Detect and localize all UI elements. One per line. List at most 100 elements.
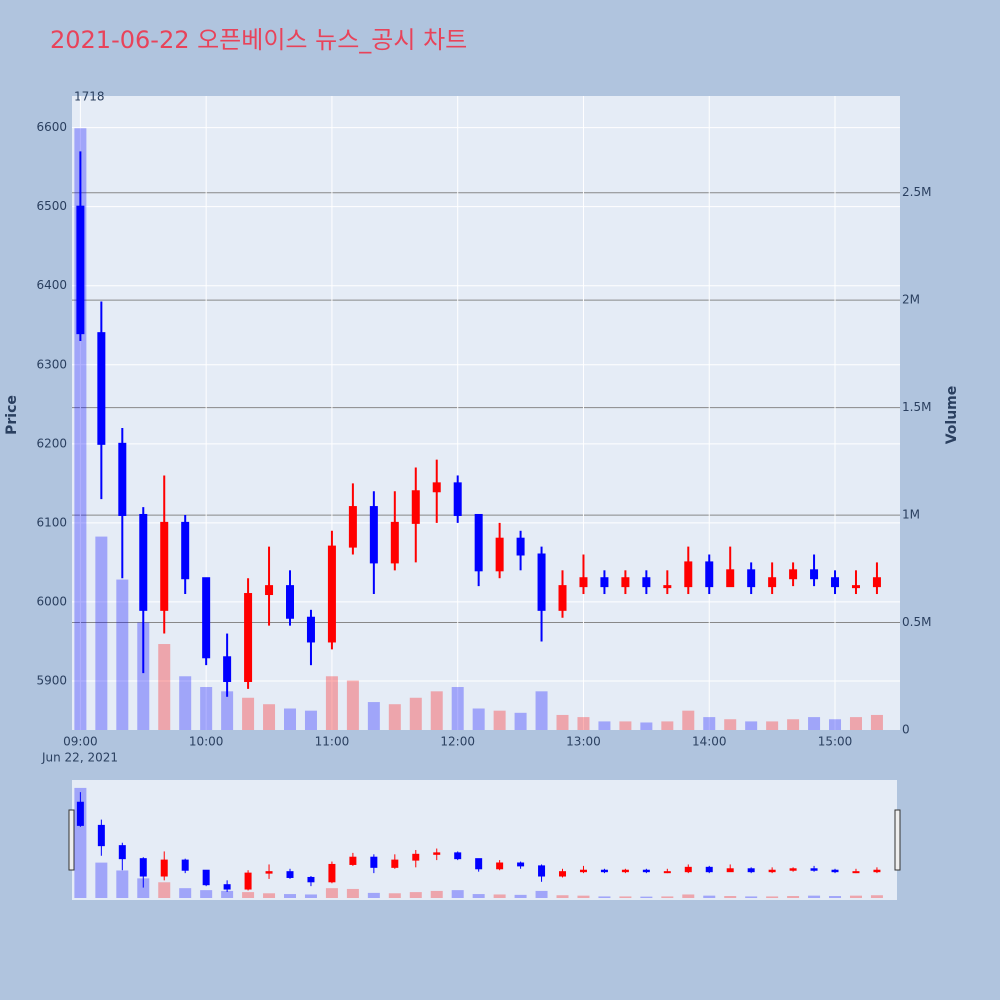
y-tick-label: 6400 bbox=[36, 278, 67, 292]
volume-bar bbox=[808, 717, 821, 730]
volume-bar bbox=[808, 895, 821, 898]
volume-bar bbox=[640, 722, 653, 730]
candle-body bbox=[516, 537, 525, 556]
x-tick-label: 13:00 bbox=[566, 735, 601, 749]
candle-body bbox=[831, 869, 839, 873]
candle-body bbox=[76, 205, 85, 335]
volume-bar bbox=[179, 676, 192, 730]
volume-bar bbox=[640, 896, 653, 898]
candle-body bbox=[97, 824, 105, 847]
candle-body bbox=[768, 577, 777, 588]
volume-bar bbox=[137, 878, 150, 898]
volume-bar bbox=[367, 702, 380, 730]
candle-body bbox=[872, 577, 881, 588]
candle-body bbox=[810, 569, 819, 580]
candle-body bbox=[391, 859, 399, 868]
candle-body bbox=[202, 869, 210, 886]
volume-bar bbox=[304, 710, 317, 730]
candle-body bbox=[538, 865, 546, 877]
volume-bar bbox=[556, 895, 569, 898]
candle-body bbox=[244, 872, 252, 890]
volume-bar bbox=[849, 717, 862, 730]
candle-body bbox=[223, 884, 231, 890]
candle-body bbox=[705, 866, 713, 873]
candle-body bbox=[412, 853, 420, 861]
y2-tick-label: 0.5M bbox=[902, 615, 931, 629]
volume-bar bbox=[346, 888, 359, 898]
candle-body bbox=[76, 801, 84, 826]
candle-body bbox=[160, 521, 169, 611]
candle-body bbox=[768, 869, 776, 873]
y-tick-label: 6200 bbox=[36, 436, 67, 450]
candle-body bbox=[789, 868, 797, 871]
volume-bar bbox=[200, 687, 213, 730]
candle-body bbox=[747, 569, 756, 588]
candle-body bbox=[663, 871, 671, 874]
volume-bar bbox=[200, 890, 213, 898]
volume-bar bbox=[116, 870, 129, 898]
candle-body bbox=[475, 858, 483, 870]
volume-bar bbox=[745, 721, 758, 730]
volume-bar bbox=[325, 676, 338, 730]
volume-bar bbox=[703, 717, 716, 730]
volume-bar bbox=[598, 721, 611, 730]
x-date-label: Jun 22, 2021 bbox=[41, 751, 118, 765]
volume-bar bbox=[849, 895, 862, 898]
candle-body bbox=[328, 863, 336, 883]
candle-body bbox=[97, 332, 106, 445]
candle-body bbox=[118, 442, 127, 516]
candle-body bbox=[223, 656, 232, 682]
volume-bar bbox=[346, 680, 359, 730]
candle-body bbox=[852, 871, 860, 874]
volume-bar bbox=[787, 896, 800, 898]
volume-bar bbox=[514, 712, 527, 730]
candle-body bbox=[726, 868, 734, 873]
volume-bar bbox=[221, 890, 234, 898]
candle-body bbox=[453, 482, 462, 516]
y-tick-label: 6600 bbox=[36, 120, 67, 134]
candle-body bbox=[684, 866, 692, 873]
volume-bar bbox=[137, 622, 150, 730]
x-tick-label: 10:00 bbox=[189, 735, 224, 749]
y2-tick-label: 1M bbox=[902, 508, 920, 522]
volume-bar bbox=[430, 890, 443, 898]
volume-bar bbox=[430, 691, 443, 730]
volume-bar bbox=[787, 719, 800, 730]
volume-bar bbox=[221, 691, 234, 730]
volume-bar bbox=[682, 894, 695, 898]
volume-bar bbox=[263, 704, 276, 730]
volume-bar bbox=[325, 888, 338, 898]
volume-bar bbox=[472, 894, 485, 898]
candle-body bbox=[873, 869, 881, 873]
x-tick-label: 14:00 bbox=[692, 735, 727, 749]
volume-bar bbox=[367, 892, 380, 898]
plot-area bbox=[72, 96, 900, 730]
y-axis-title: Price bbox=[4, 395, 20, 435]
y-tick-label: 6100 bbox=[36, 515, 67, 529]
candle-body bbox=[579, 577, 588, 588]
candle-body bbox=[517, 862, 525, 867]
candle-body bbox=[327, 545, 336, 643]
volume-bar bbox=[95, 536, 108, 730]
range-handle[interactable] bbox=[68, 809, 75, 871]
candle-body bbox=[559, 871, 567, 877]
x-tick-label: 11:00 bbox=[315, 735, 350, 749]
candle-body bbox=[390, 521, 399, 564]
volume-bar bbox=[745, 896, 758, 898]
candle-body bbox=[600, 869, 608, 873]
candle-body bbox=[202, 577, 211, 659]
candle-body bbox=[621, 869, 629, 873]
range-handle[interactable] bbox=[894, 809, 901, 871]
y2-axis-title: Volume bbox=[944, 386, 960, 445]
candle-body bbox=[139, 513, 148, 611]
candle-body bbox=[286, 585, 295, 619]
volume-bar bbox=[577, 717, 590, 730]
volume-bar bbox=[619, 896, 632, 898]
volume-bar bbox=[284, 708, 297, 730]
volume-bar bbox=[514, 894, 527, 898]
y-tick-label: 6500 bbox=[36, 199, 67, 213]
candle-body bbox=[265, 871, 273, 874]
volume-bar bbox=[829, 896, 842, 898]
candle-body bbox=[705, 561, 714, 588]
